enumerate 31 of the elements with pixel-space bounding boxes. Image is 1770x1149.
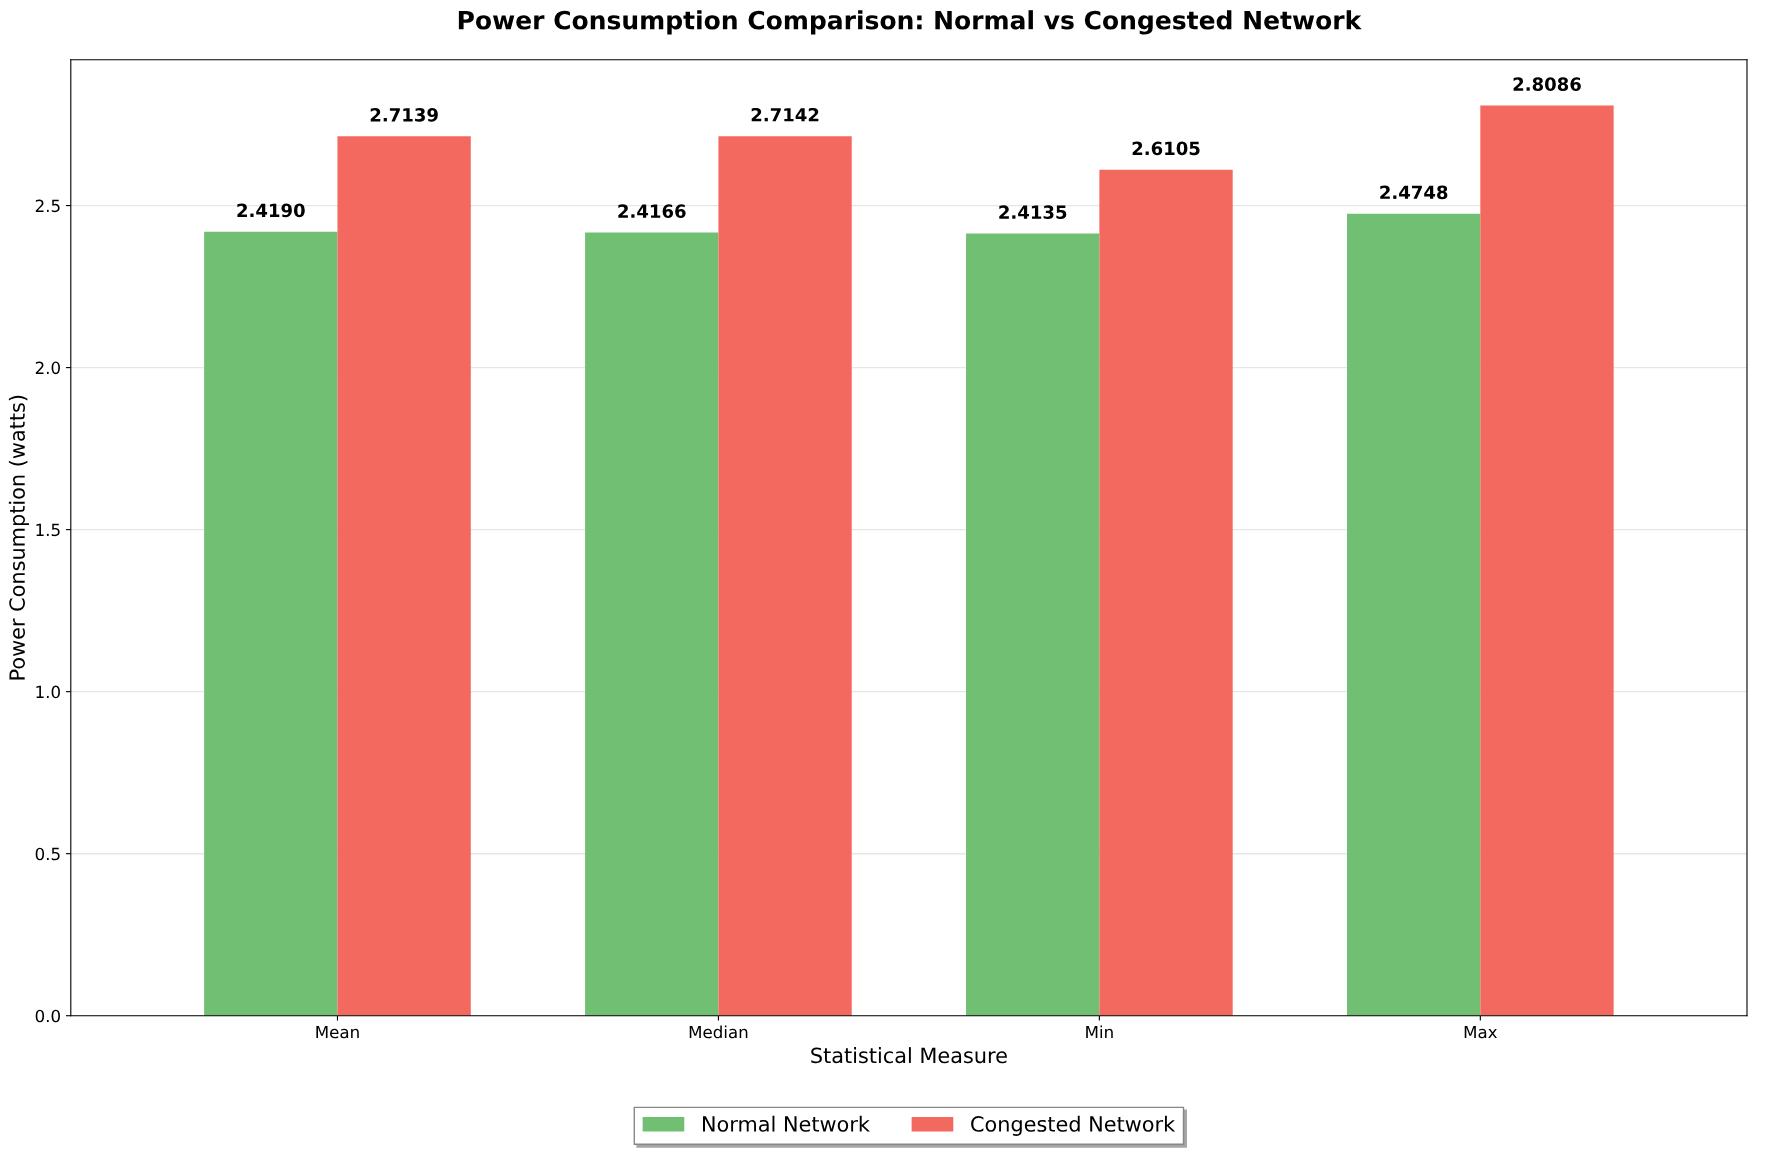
bar <box>585 232 719 1016</box>
x-tick-label: Min <box>1086 1025 1113 1039</box>
bar <box>204 231 338 1016</box>
y-axis-title: Power Consumption (watts) <box>8 395 30 680</box>
y-tick-label: 0.5 <box>35 847 60 861</box>
data-label: 2.6105 <box>1132 141 1200 156</box>
legend-label: Normal Network <box>703 1115 870 1132</box>
data-label: 2.4748 <box>1380 185 1448 200</box>
data-label: 2.7139 <box>370 107 438 122</box>
chart-title: Power Consumption Comparison: Normal vs Congested Network <box>458 10 1362 35</box>
data-label: 2.4166 <box>618 204 686 218</box>
x-axis-title: Statistical Measure <box>811 1047 1007 1064</box>
bar <box>1480 105 1614 1016</box>
y-tick-label: 0.0 <box>35 1009 60 1023</box>
data-label: 2.4135 <box>999 205 1067 219</box>
bar <box>1099 169 1233 1016</box>
data-label: 2.4190 <box>237 203 305 218</box>
y-tick-label: 1.0 <box>36 685 60 699</box>
legend-label: Congested Network <box>971 1115 1176 1136</box>
data-label: 2.8086 <box>1513 77 1581 91</box>
y-tick-label: 2.0 <box>35 361 60 375</box>
bar <box>337 136 471 1016</box>
x-tick-label: Max <box>1464 1025 1498 1039</box>
data-label: 2.7142 <box>751 107 819 122</box>
bar <box>966 233 1100 1016</box>
bar <box>718 136 852 1016</box>
x-tick-label: Mean <box>316 1025 359 1039</box>
bar <box>1346 213 1481 1016</box>
y-tick-label: 1.5 <box>36 523 60 537</box>
x-tick-label: Median <box>689 1025 748 1039</box>
y-tick-label: 2.5 <box>35 199 60 213</box>
